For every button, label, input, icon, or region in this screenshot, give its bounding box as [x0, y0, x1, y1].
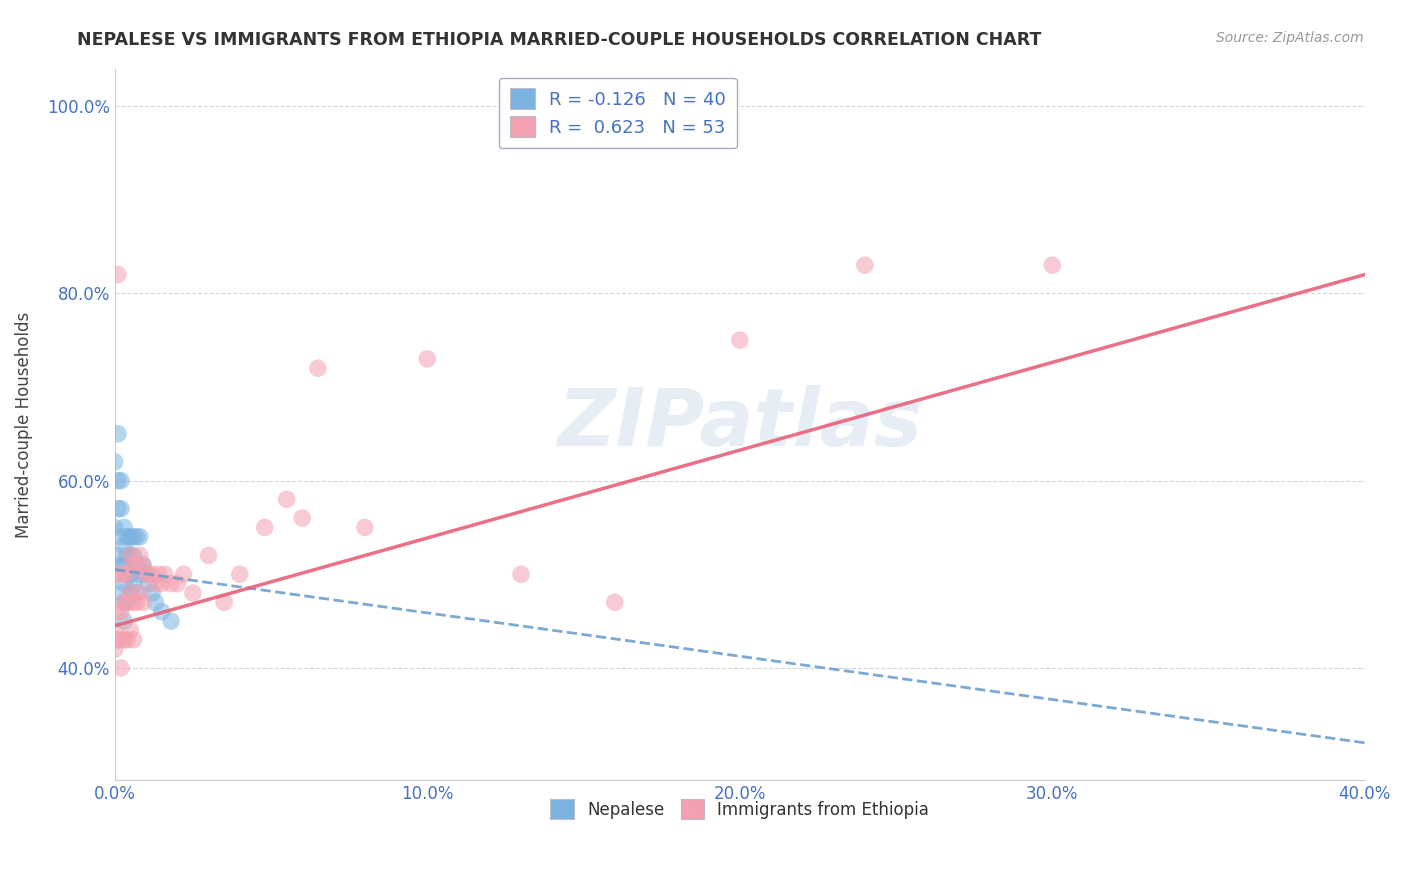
Point	[110, 474, 132, 488]
Point	[110, 632, 132, 647]
Point	[173, 567, 195, 582]
Point	[120, 586, 142, 600]
Point	[138, 576, 160, 591]
Point	[728, 333, 751, 347]
Point	[125, 586, 148, 600]
Point	[138, 567, 160, 582]
Point	[603, 595, 626, 609]
Point	[122, 595, 145, 609]
Point	[112, 595, 135, 609]
Point	[150, 576, 173, 591]
Point	[112, 576, 135, 591]
Point	[112, 632, 135, 647]
Point	[160, 576, 183, 591]
Point	[110, 586, 132, 600]
Point	[416, 351, 439, 366]
Point	[150, 605, 173, 619]
Point	[135, 567, 157, 582]
Point	[122, 576, 145, 591]
Point	[307, 361, 329, 376]
Legend: Nepalese, Immigrants from Ethiopia: Nepalese, Immigrants from Ethiopia	[544, 793, 936, 825]
Point	[117, 567, 139, 582]
Point	[112, 558, 135, 572]
Point	[112, 614, 135, 628]
Point	[122, 530, 145, 544]
Point	[110, 661, 132, 675]
Point	[132, 558, 155, 572]
Point	[135, 567, 157, 582]
Point	[145, 576, 167, 591]
Point	[353, 520, 375, 534]
Point	[104, 624, 127, 638]
Point	[132, 595, 155, 609]
Text: Source: ZipAtlas.com: Source: ZipAtlas.com	[1216, 31, 1364, 45]
Point	[107, 549, 129, 563]
Point	[107, 605, 129, 619]
Point	[110, 605, 132, 619]
Point	[117, 595, 139, 609]
Point	[117, 567, 139, 582]
Point	[181, 586, 204, 600]
Point	[107, 426, 129, 441]
Point	[112, 539, 135, 553]
Point	[253, 520, 276, 534]
Point	[110, 530, 132, 544]
Point	[212, 595, 235, 609]
Point	[104, 520, 127, 534]
Y-axis label: Married-couple Households: Married-couple Households	[15, 311, 32, 538]
Point	[117, 632, 139, 647]
Point	[120, 530, 142, 544]
Point	[128, 549, 150, 563]
Point	[125, 558, 148, 572]
Point	[112, 595, 135, 609]
Point	[141, 586, 163, 600]
Point	[122, 549, 145, 563]
Point	[291, 511, 314, 525]
Point	[107, 268, 129, 282]
Point	[112, 567, 135, 582]
Point	[112, 520, 135, 534]
Point	[128, 530, 150, 544]
Point	[120, 549, 142, 563]
Point	[117, 595, 139, 609]
Point	[853, 258, 876, 272]
Point	[120, 624, 142, 638]
Point	[128, 567, 150, 582]
Point	[122, 632, 145, 647]
Point	[110, 501, 132, 516]
Point	[125, 558, 148, 572]
Point	[104, 455, 127, 469]
Point	[120, 586, 142, 600]
Point	[122, 558, 145, 572]
Point	[160, 614, 183, 628]
Point	[110, 567, 132, 582]
Point	[117, 530, 139, 544]
Point	[117, 549, 139, 563]
Point	[128, 586, 150, 600]
Point	[120, 549, 142, 563]
Point	[107, 632, 129, 647]
Point	[229, 567, 252, 582]
Text: ZIPatlas: ZIPatlas	[557, 385, 922, 464]
Point	[1040, 258, 1063, 272]
Point	[197, 549, 219, 563]
Point	[107, 501, 129, 516]
Point	[141, 567, 163, 582]
Point	[132, 558, 155, 572]
Point	[104, 642, 127, 657]
Point	[510, 567, 533, 582]
Point	[148, 567, 170, 582]
Point	[120, 567, 142, 582]
Point	[276, 492, 298, 507]
Point	[145, 595, 167, 609]
Point	[125, 595, 148, 609]
Text: NEPALESE VS IMMIGRANTS FROM ETHIOPIA MARRIED-COUPLE HOUSEHOLDS CORRELATION CHART: NEPALESE VS IMMIGRANTS FROM ETHIOPIA MAR…	[77, 31, 1042, 49]
Point	[125, 530, 148, 544]
Point	[107, 567, 129, 582]
Point	[110, 558, 132, 572]
Point	[107, 474, 129, 488]
Point	[166, 576, 188, 591]
Point	[153, 567, 176, 582]
